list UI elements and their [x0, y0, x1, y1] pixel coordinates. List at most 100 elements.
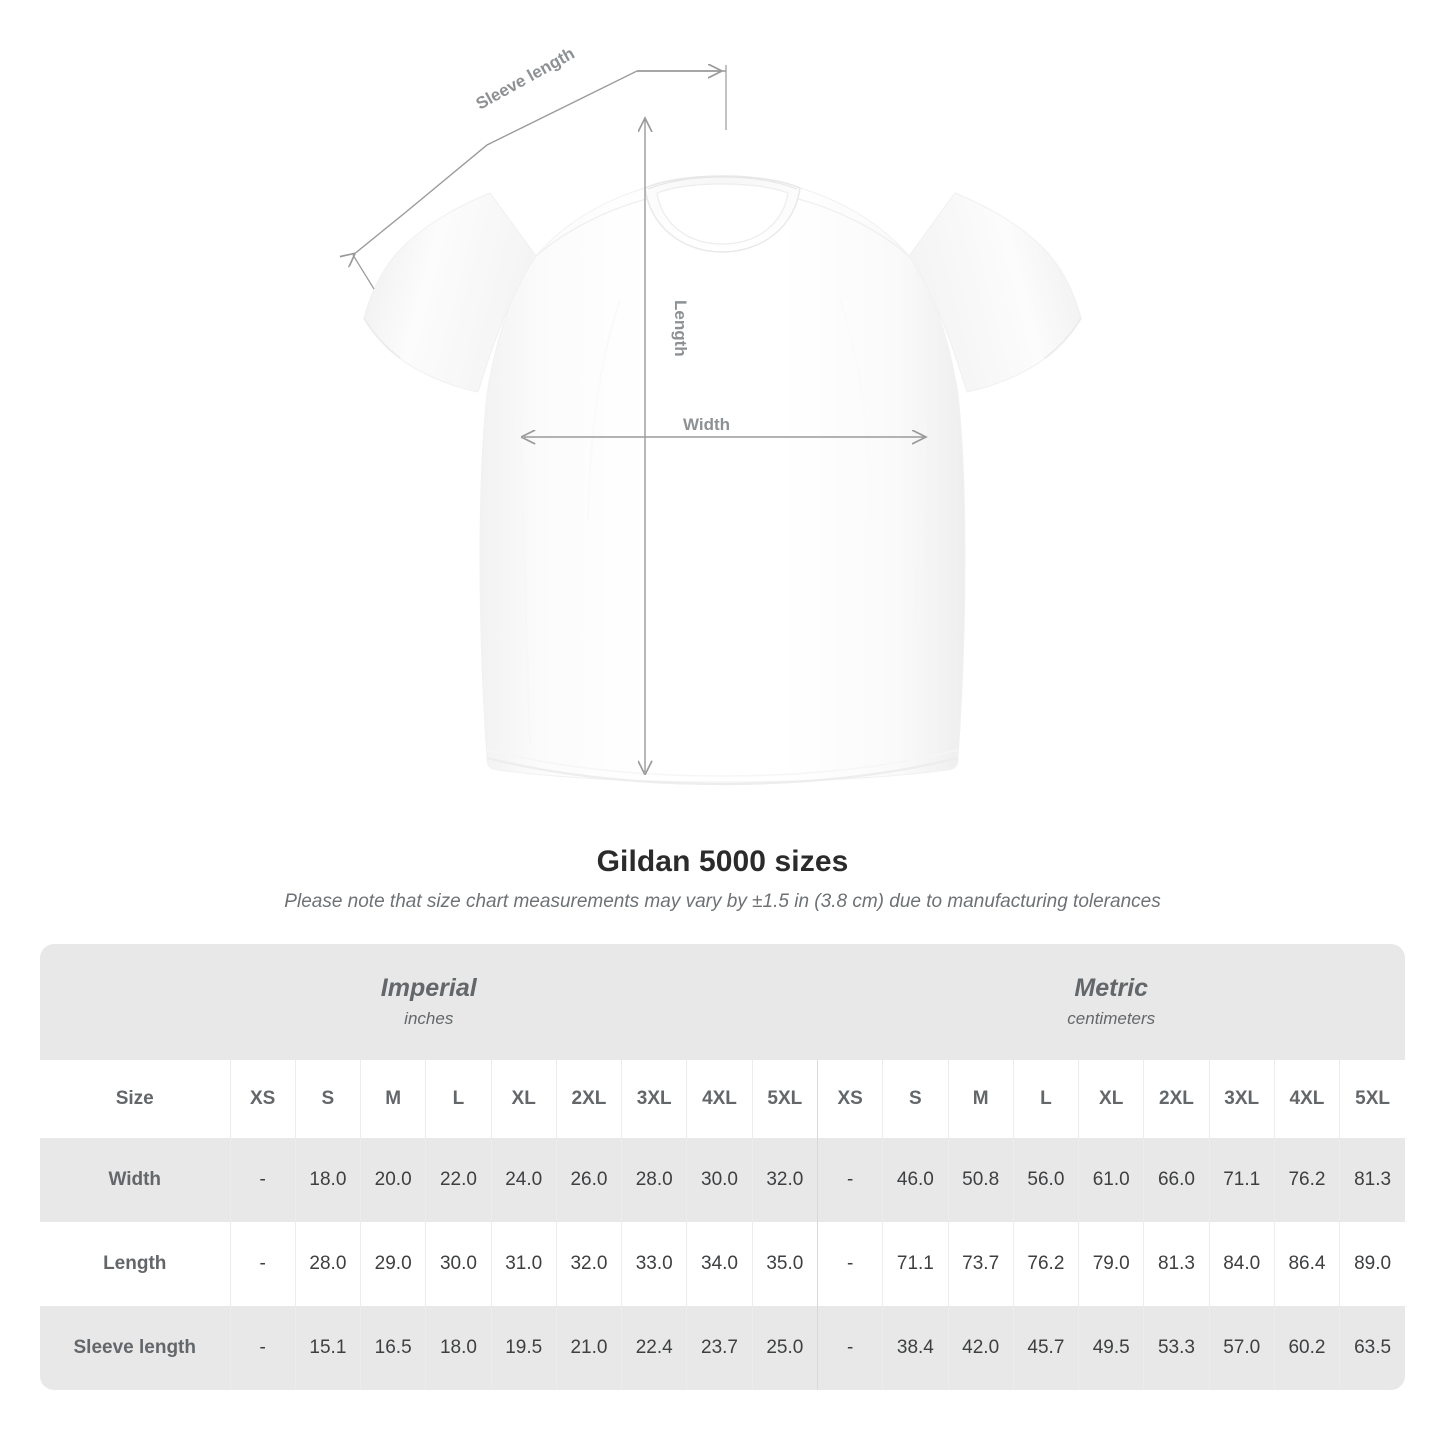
size-chart-table: Imperial inches Metric centimeters Size X… — [40, 944, 1405, 1390]
cell-length-metric-4xl: 86.4 — [1273, 1222, 1340, 1306]
size-header-metric-xs: XS — [816, 1060, 883, 1138]
length-label: Length — [671, 300, 690, 357]
cell-width-imperial-xl: 24.0 — [490, 1138, 557, 1222]
table-header-row: Size XS S M L XL 2XL 3XL 4XL 5XL XS S M L XL 2XL 3XL 4XL 5… — [40, 1060, 1405, 1138]
unit-group-metric-name: Metric — [1074, 974, 1149, 1002]
cell-sleeve-length-metric-3xl: 57.0 — [1208, 1306, 1275, 1390]
table-row-sleeve-length: Sleeve length -15.1 16.5 18.0 19.5 21.0 22.4 23… — [40, 1306, 1405, 1390]
measurement-annotations — [353, 65, 926, 772]
unit-group-imperial-name: Imperial — [380, 974, 477, 1002]
cell-length-imperial-3xl: 33.0 — [621, 1222, 687, 1306]
size-header-metric-s: S — [882, 1060, 949, 1138]
cell-width-imperial-s: 18.0 — [294, 1138, 361, 1222]
tshirt-graphic — [363, 175, 1082, 786]
cell-sleeve-length-imperial-l: 18.0 — [425, 1306, 492, 1390]
cell-width-metric-xs: - — [816, 1138, 883, 1222]
chart-heading: Gildan 5000 sizes Please note that size … — [0, 843, 1445, 914]
cell-length-metric-xs: - — [816, 1222, 883, 1306]
size-header-imperial-xs: XS — [229, 1060, 296, 1138]
size-table-wrapper: Imperial inches Metric centimeters Size X… — [40, 944, 1405, 1390]
cell-length-imperial-5xl: 35.0 — [751, 1222, 818, 1306]
cell-width-metric-5xl: 81.3 — [1339, 1138, 1405, 1222]
cell-width-metric-3xl: 71.1 — [1208, 1138, 1275, 1222]
size-header-imperial-l: L — [425, 1060, 492, 1138]
size-table-body: Size XS S M L XL 2XL 3XL 4XL 5XL XS S M L XL 2XL 3XL 4XL 5… — [40, 1060, 1405, 1390]
page-title: Gildan 5000 sizes — [596, 845, 849, 878]
cell-sleeve-length-imperial-4xl: 23.7 — [686, 1306, 753, 1390]
cell-sleeve-length-metric-2xl: 53.3 — [1143, 1306, 1210, 1390]
cell-sleeve-length-metric-xl: 49.5 — [1078, 1306, 1144, 1390]
cell-width-imperial-3xl: 28.0 — [621, 1138, 687, 1222]
row-label-header: Size — [40, 1060, 230, 1138]
cell-width-imperial-5xl: 32.0 — [751, 1138, 818, 1222]
size-header-metric-l: L — [1012, 1060, 1079, 1138]
cell-sleeve-length-imperial-s: 15.1 — [294, 1306, 361, 1390]
cell-width-metric-xl: 61.0 — [1078, 1138, 1144, 1222]
cell-sleeve-length-metric-5xl: 63.5 — [1339, 1306, 1405, 1390]
cell-sleeve-length-metric-m: 42.0 — [947, 1306, 1014, 1390]
cell-length-metric-l: 76.2 — [1012, 1222, 1079, 1306]
cell-sleeve-length-metric-xs: - — [816, 1306, 883, 1390]
unit-group-imperial: Imperial inches — [40, 944, 818, 1060]
unit-group-metric: Metric centimeters — [817, 944, 1405, 1060]
cell-length-imperial-l: 30.0 — [425, 1222, 492, 1306]
cell-sleeve-length-imperial-3xl: 22.4 — [621, 1306, 687, 1390]
size-header-imperial-2xl: 2XL — [555, 1060, 622, 1138]
cell-sleeve-length-metric-4xl: 60.2 — [1273, 1306, 1340, 1390]
cell-width-metric-2xl: 66.0 — [1143, 1138, 1210, 1222]
sleeve-length-label: Sleeve length — [473, 44, 578, 114]
tolerance-note: Please note that size chart measurements… — [284, 891, 1161, 912]
table-row-width: Width -18.0 20.0 22.0 24.0 26.0 28.0 30.0 32.0-4… — [40, 1138, 1405, 1222]
cell-length-imperial-2xl: 32.0 — [555, 1222, 622, 1306]
size-header-imperial-4xl: 4XL — [686, 1060, 753, 1138]
cell-sleeve-length-metric-l: 45.7 — [1012, 1306, 1079, 1390]
cell-length-metric-s: 71.1 — [882, 1222, 949, 1306]
size-header-imperial-5xl: 5XL — [751, 1060, 818, 1138]
cell-length-imperial-xl: 31.0 — [490, 1222, 557, 1306]
cell-length-imperial-m: 29.0 — [360, 1222, 426, 1306]
table-row-length: Length -28.0 29.0 30.0 31.0 32.0 33.0 34.0 35.0-… — [40, 1222, 1405, 1306]
cell-length-imperial-xs: - — [229, 1222, 296, 1306]
cell-length-metric-xl: 79.0 — [1078, 1222, 1144, 1306]
size-header-imperial-m: M — [360, 1060, 426, 1138]
cell-length-metric-3xl: 84.0 — [1208, 1222, 1275, 1306]
size-header-metric-4xl: 4XL — [1273, 1060, 1340, 1138]
width-label: Width — [683, 415, 730, 434]
row-label-length: Length — [40, 1222, 230, 1306]
size-header-metric-2xl: 2XL — [1143, 1060, 1210, 1138]
cell-sleeve-length-imperial-2xl: 21.0 — [555, 1306, 622, 1390]
cell-sleeve-length-imperial-5xl: 25.0 — [751, 1306, 818, 1390]
cell-width-imperial-l: 22.0 — [425, 1138, 492, 1222]
unit-system-band: Imperial inches Metric centimeters — [40, 944, 1405, 1060]
cell-length-metric-5xl: 89.0 — [1339, 1222, 1405, 1306]
cell-length-imperial-s: 28.0 — [294, 1222, 361, 1306]
cell-length-metric-m: 73.7 — [947, 1222, 1014, 1306]
cell-sleeve-length-metric-s: 38.4 — [882, 1306, 949, 1390]
cell-width-metric-m: 50.8 — [947, 1138, 1014, 1222]
size-header-imperial-s: S — [294, 1060, 361, 1138]
unit-group-imperial-sub: inches — [404, 1009, 454, 1028]
cell-sleeve-length-imperial-xs: - — [229, 1306, 296, 1390]
cell-width-imperial-2xl: 26.0 — [555, 1138, 622, 1222]
cell-width-imperial-m: 20.0 — [360, 1138, 426, 1222]
tshirt-measurement-diagram: Sleeve length Length Width — [0, 44, 1082, 786]
cell-width-imperial-4xl: 30.0 — [686, 1138, 753, 1222]
cell-width-metric-l: 56.0 — [1012, 1138, 1079, 1222]
cell-width-metric-s: 46.0 — [882, 1138, 949, 1222]
unit-group-metric-sub: centimeters — [1067, 1009, 1156, 1028]
size-header-imperial-3xl: 3XL — [621, 1060, 687, 1138]
row-label-width: Width — [40, 1138, 230, 1222]
cell-sleeve-length-imperial-xl: 19.5 — [490, 1306, 557, 1390]
cell-length-metric-2xl: 81.3 — [1143, 1222, 1210, 1306]
size-header-metric-m: M — [947, 1060, 1014, 1138]
sleeve-length-dimension — [353, 65, 727, 290]
row-label-sleeve-length: Sleeve length — [40, 1306, 230, 1390]
cell-sleeve-length-imperial-m: 16.5 — [360, 1306, 426, 1390]
size-header-metric-5xl: 5XL — [1339, 1060, 1405, 1138]
size-header-metric-3xl: 3XL — [1208, 1060, 1275, 1138]
cell-length-imperial-4xl: 34.0 — [686, 1222, 753, 1306]
size-header-imperial-xl: XL — [490, 1060, 557, 1138]
cell-width-imperial-xs: - — [229, 1138, 296, 1222]
cell-width-metric-4xl: 76.2 — [1273, 1138, 1340, 1222]
